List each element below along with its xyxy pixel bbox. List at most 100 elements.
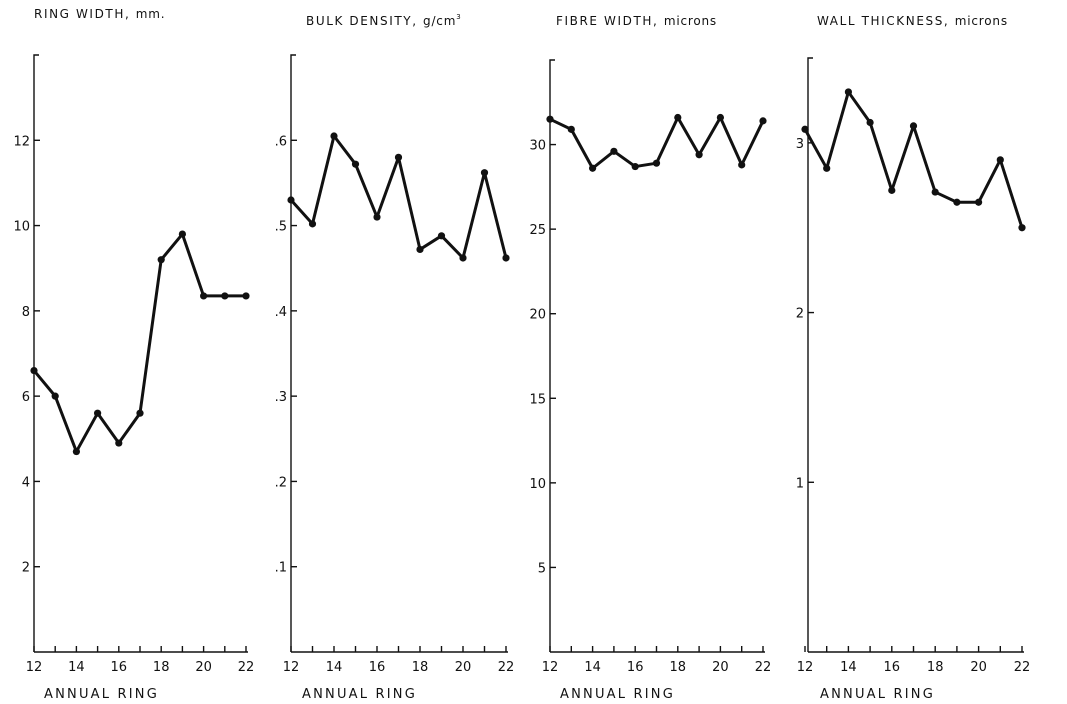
data-point: [695, 151, 703, 159]
data-point: [996, 156, 1004, 164]
chart-panel-1: RING WIDTH, mm. 2 4 6 8 10 12 12 14 16 18 20 22 ANNUA…: [13, 7, 254, 702]
chart-title: FIBRE WIDTH, microns: [556, 14, 717, 28]
data-point: [459, 254, 467, 262]
data-point: [738, 161, 746, 169]
chart-title-superscript: 3: [456, 13, 460, 21]
data-point: [221, 292, 229, 300]
y-tick-label: .4: [275, 305, 287, 320]
y-tick-label: 25: [529, 223, 546, 238]
x-tick-label: 14: [326, 660, 343, 675]
data-point: [308, 220, 317, 228]
data-point: [1018, 224, 1026, 232]
chart-title-unit: microns: [955, 14, 1008, 28]
y-tick-label: 15: [529, 392, 546, 407]
x-tick-label: 12: [283, 660, 300, 675]
data-point: [437, 232, 446, 240]
data-point: [610, 147, 618, 155]
y-tick-label: .3: [275, 390, 287, 405]
data-point: [178, 230, 186, 238]
data-point: [287, 196, 295, 204]
data-point: [157, 256, 165, 264]
x-axis-label: ANNUAL RING: [820, 687, 935, 702]
data-point: [136, 409, 144, 417]
y-tick-label: 12: [13, 134, 30, 149]
y-tick-label: 8: [22, 305, 30, 320]
x-tick-label: 16: [111, 660, 128, 675]
y-tick-label: 20: [529, 308, 546, 323]
data-point: [480, 169, 489, 177]
data-point: [844, 88, 853, 96]
data-point: [200, 292, 208, 300]
y-tick-label: 6: [22, 390, 30, 405]
chart-title-unit: g/cm: [423, 14, 456, 28]
x-tick-label: 22: [498, 660, 515, 675]
x-tick-label: 22: [755, 660, 772, 675]
x-tick-label: 22: [1014, 660, 1031, 675]
x-tick-label: 14: [68, 660, 85, 675]
y-tick-label: .6: [275, 134, 287, 149]
data-point: [502, 254, 510, 262]
chart-title-unit: mm.: [136, 7, 166, 21]
x-tick-label: 16: [369, 660, 386, 675]
y-tick-label: .5: [275, 220, 287, 235]
chart-title-main: RING WIDTH,: [34, 7, 136, 21]
y-tick-label: 2: [796, 307, 804, 322]
data-point: [866, 118, 874, 127]
y-tick-label: 4: [22, 475, 30, 490]
series-line: [803, 90, 1024, 229]
x-tick-label: 22: [238, 660, 255, 675]
data-point: [30, 366, 38, 375]
chart-title-unit: microns: [664, 14, 717, 28]
x-tick-label: 12: [797, 660, 814, 675]
y-tick-label: 5: [538, 561, 546, 576]
data-point: [931, 188, 939, 196]
x-tick-label: 20: [195, 660, 212, 675]
x-tick-label: 20: [455, 660, 472, 675]
y-tick-label: .2: [275, 475, 287, 490]
data-point: [674, 113, 682, 122]
x-tick-label: 14: [584, 660, 601, 675]
chart-title: RING WIDTH, mm.: [34, 7, 165, 21]
data-point: [330, 132, 338, 140]
data-point: [888, 186, 896, 194]
data-point: [416, 245, 424, 254]
data-point: [567, 125, 575, 133]
data-point: [909, 122, 918, 130]
x-tick-label: 20: [970, 660, 987, 675]
data-point: [823, 164, 831, 172]
data-point: [589, 164, 597, 172]
data-point: [953, 198, 961, 206]
y-tick-label: 10: [13, 220, 30, 235]
chart-title: WALL THICKNESS, microns: [817, 14, 1008, 28]
data-point: [631, 162, 639, 171]
data-point: [759, 117, 767, 125]
x-tick-label: 12: [26, 660, 43, 675]
x-axis-label: ANNUAL RING: [560, 687, 675, 702]
data-point: [373, 213, 381, 221]
series-line: [32, 232, 246, 454]
x-axis-label: ANNUAL RING: [302, 687, 417, 702]
x-tick-label: 18: [412, 660, 429, 675]
x-tick-label: 16: [627, 660, 644, 675]
data-point: [716, 113, 725, 122]
x-tick-label: 20: [712, 660, 729, 675]
chart-panel-2: BULK DENSITY, g/cm3 .1 .2 .3 .4 .5 .6 12 14 16 18 2…: [275, 13, 515, 702]
data-point: [72, 447, 80, 456]
data-point: [652, 159, 661, 167]
x-tick-label: 18: [153, 660, 170, 675]
data-point: [242, 292, 250, 300]
data-point: [801, 125, 809, 133]
y-tick-label: .1: [275, 561, 287, 576]
chart-title-main: WALL THICKNESS,: [817, 14, 955, 28]
data-point: [51, 392, 59, 400]
data-point: [975, 198, 983, 206]
y-tick-label: 1: [796, 476, 804, 491]
data-point: [546, 115, 554, 123]
y-tick-label: 2: [22, 561, 30, 576]
y-axis: [807, 57, 813, 652]
data-point: [351, 160, 360, 168]
y-tick-label: 10: [529, 477, 546, 492]
y-axis: [549, 59, 555, 652]
